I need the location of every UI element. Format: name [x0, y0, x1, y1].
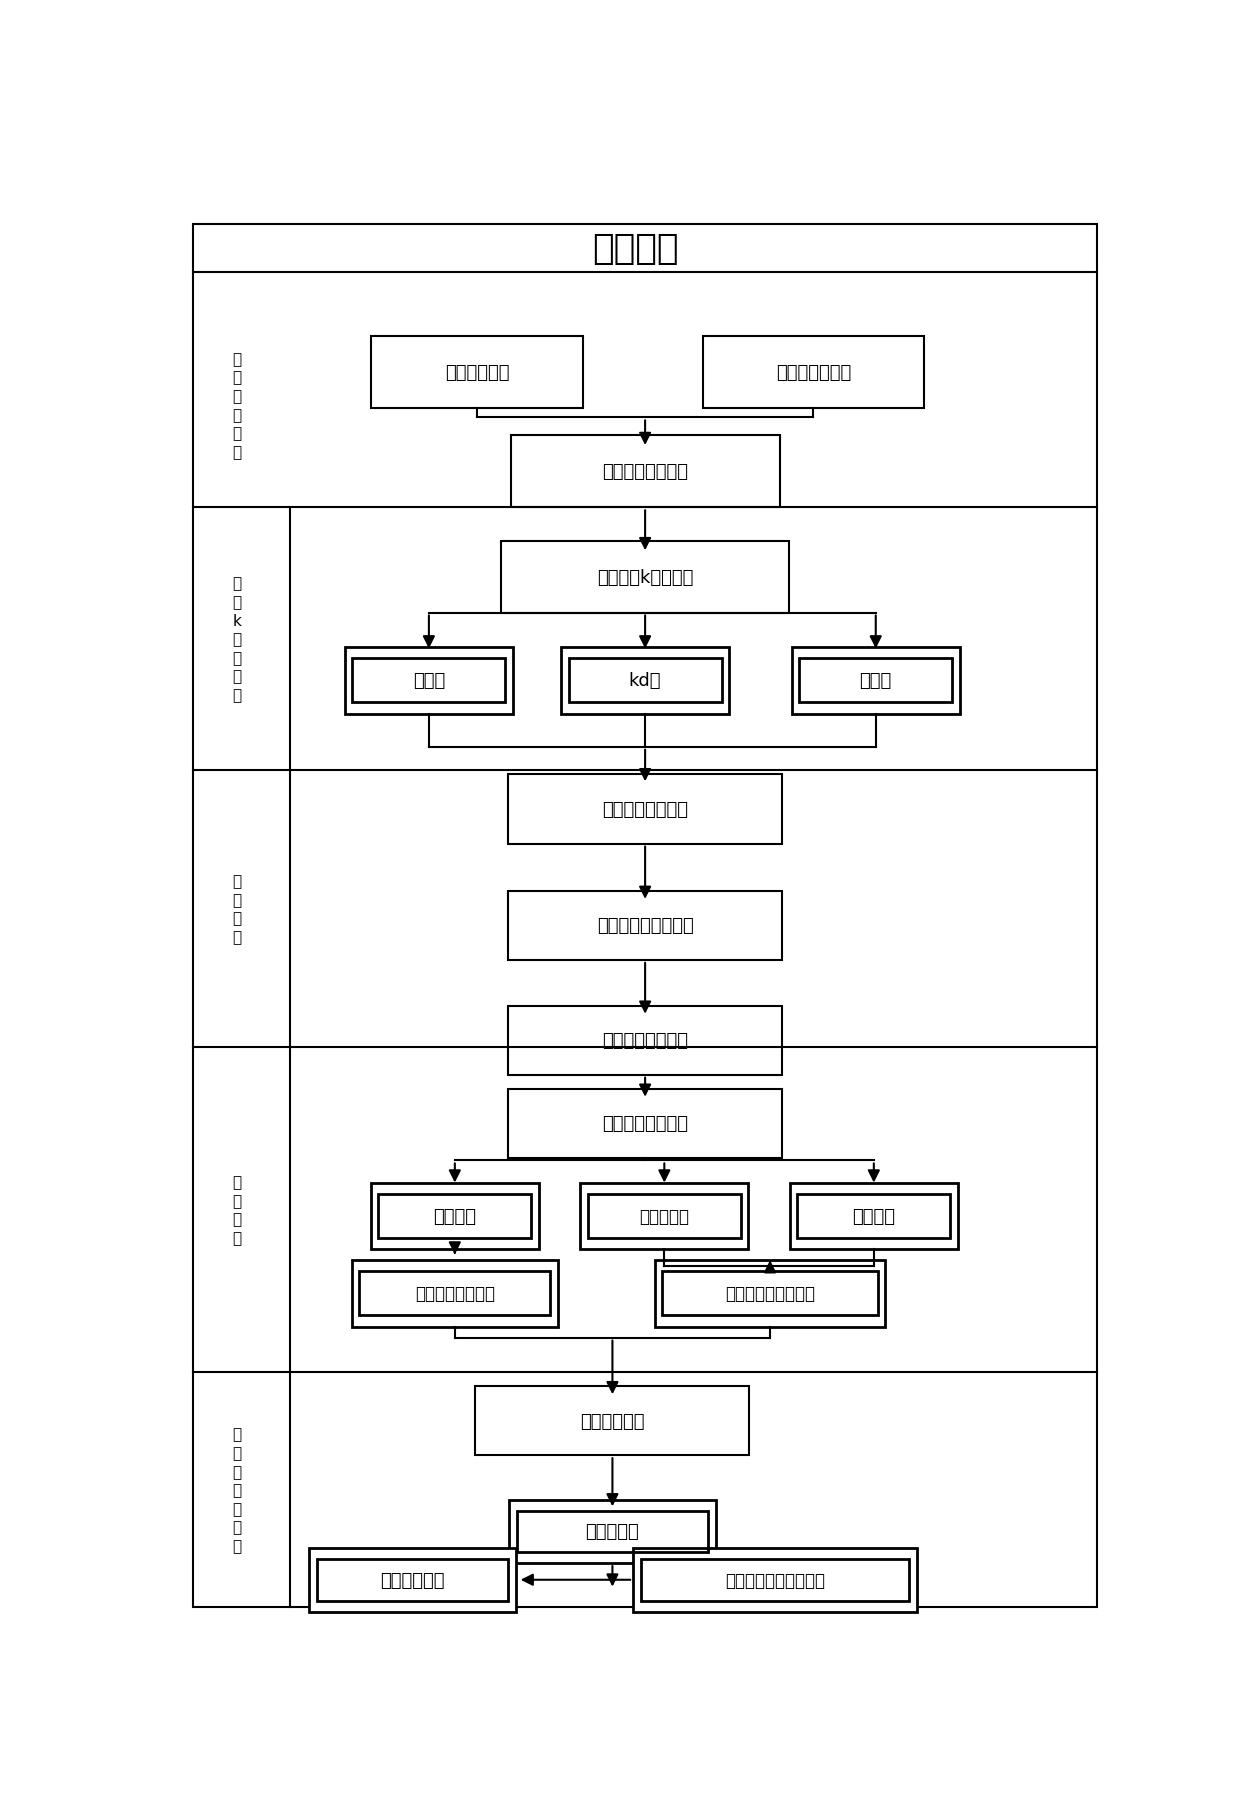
- Text: 孔
洞
检
测
及
修
补: 孔 洞 检 测 及 修 补: [232, 1428, 242, 1553]
- Text: 点
云
数
据
采
集: 点 云 数 据 采 集: [232, 352, 242, 459]
- Bar: [588, 1194, 740, 1239]
- Bar: [475, 1386, 749, 1455]
- Text: 点
云
去
噪: 点 云 去 噪: [232, 874, 242, 945]
- Text: 最终四维点云: 最终四维点云: [381, 1571, 445, 1589]
- Bar: [371, 1183, 539, 1250]
- Bar: [360, 1272, 551, 1315]
- Text: 平坦区域: 平坦区域: [433, 1206, 476, 1224]
- Bar: [309, 1547, 516, 1611]
- Bar: [790, 1183, 959, 1250]
- Bar: [508, 1007, 782, 1076]
- Bar: [351, 1261, 558, 1326]
- Text: 非平坦区域: 非平坦区域: [640, 1206, 689, 1224]
- Text: 特征计算: 特征计算: [852, 1206, 895, 1224]
- Bar: [655, 1261, 885, 1326]
- Bar: [345, 648, 513, 715]
- Text: 局部扩张四维孔洞修补: 局部扩张四维孔洞修补: [725, 1571, 825, 1589]
- Text: 点云数据高频去噪: 点云数据高频去噪: [603, 800, 688, 818]
- Bar: [510, 1500, 715, 1564]
- Bar: [508, 891, 782, 960]
- Bar: [508, 775, 782, 844]
- Text: 非平坦区域精简结果: 非平坦区域精简结果: [725, 1284, 815, 1302]
- Bar: [703, 337, 924, 408]
- Text: 多波束测深数据: 多波束测深数据: [776, 363, 851, 381]
- Bar: [634, 1547, 916, 1611]
- Text: 技术路线: 技术路线: [593, 232, 678, 267]
- Text: 点云数据k邻域查找: 点云数据k邻域查找: [596, 568, 693, 586]
- Text: 栅格法: 栅格法: [859, 671, 892, 689]
- Bar: [371, 337, 583, 408]
- Bar: [352, 658, 505, 704]
- Bar: [569, 658, 722, 704]
- Bar: [560, 648, 729, 715]
- Text: 侧扫测深四维数据: 侧扫测深四维数据: [603, 463, 688, 481]
- Text: 孔洞边界检测: 孔洞边界检测: [580, 1411, 645, 1429]
- Bar: [517, 1511, 708, 1553]
- Text: 点云数据低频去噪: 点云数据低频去噪: [603, 1032, 688, 1050]
- Text: 点云数据区域分割: 点云数据区域分割: [603, 1114, 688, 1132]
- Bar: [511, 435, 780, 508]
- Bar: [378, 1194, 531, 1239]
- Text: 八叉树: 八叉树: [413, 671, 445, 689]
- Bar: [800, 658, 952, 704]
- Text: 平坦区域精简结果: 平坦区域精简结果: [415, 1284, 495, 1302]
- Text: 邻域关系法: 邻域关系法: [585, 1522, 640, 1540]
- Bar: [641, 1560, 909, 1600]
- Bar: [317, 1560, 508, 1600]
- Text: 点
云
精
简: 点 云 精 简: [232, 1175, 242, 1246]
- Bar: [791, 648, 960, 715]
- Bar: [662, 1272, 878, 1315]
- Text: 点云数据法向量修正: 点云数据法向量修正: [596, 916, 693, 934]
- Text: kd树: kd树: [629, 671, 661, 689]
- Bar: [501, 541, 789, 613]
- Text: 点
云
k
邻
域
查
找: 点 云 k 邻 域 查 找: [232, 577, 242, 702]
- Bar: [797, 1194, 950, 1239]
- Bar: [508, 1088, 782, 1157]
- Bar: [580, 1183, 749, 1250]
- Text: 侧扫声呐数据: 侧扫声呐数据: [445, 363, 510, 381]
